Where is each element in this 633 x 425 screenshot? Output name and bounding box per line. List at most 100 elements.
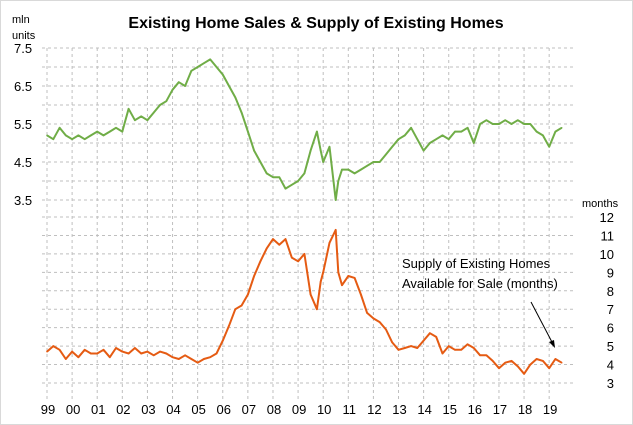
supply-data-point <box>535 358 538 360</box>
supply-data-point <box>466 343 469 346</box>
sales-data-point <box>385 153 387 156</box>
supply-data-point <box>517 365 519 368</box>
supply-data-point <box>337 271 340 274</box>
supply-data-point <box>360 293 362 296</box>
right-axis-tick-label: 3 <box>607 376 614 391</box>
x-axis-tick-label: 99 <box>41 402 55 417</box>
annotation-arrow-line <box>530 301 554 345</box>
supply-data-point <box>140 352 142 355</box>
sales-data-point <box>397 138 400 140</box>
sales-data-point <box>353 172 356 175</box>
supply-data-point <box>372 317 375 320</box>
supply-data-point <box>234 308 237 311</box>
sales-data-point <box>391 146 394 148</box>
sales-data-point <box>316 130 318 133</box>
supply-data-point <box>190 358 193 360</box>
supply-data-point <box>319 280 322 283</box>
x-axis-tick-label: 16 <box>468 402 482 417</box>
chart-title: Existing Home Sales & Supply of Existing… <box>128 15 503 32</box>
supply-data-point <box>309 293 312 296</box>
x-axis-tick-label: 04 <box>166 402 180 417</box>
supply-data-point <box>102 349 105 351</box>
supply-data-point <box>90 352 92 355</box>
supply-data-point <box>178 358 180 360</box>
x-axis-tick-label: 19 <box>543 402 557 417</box>
sales-data-point <box>265 172 268 175</box>
supply-data-point <box>77 356 80 359</box>
sales-data-point <box>71 138 73 140</box>
supply-data-point <box>127 352 130 355</box>
supply-data-point <box>542 360 544 362</box>
axis-ticks: 7.5 6.5 5.5 4.5 3.5 12 11 10 9 8 7 6 5 4 3 99 00 01 02 03 04… <box>14 41 614 417</box>
supply-data-point <box>303 253 306 255</box>
supply-data-point <box>278 243 281 246</box>
supply-data-point <box>454 349 456 351</box>
annotation-line2: Available for Sale (months) <box>402 276 558 291</box>
sales-data-point <box>529 123 532 125</box>
sales-data-point <box>259 161 262 163</box>
sales-data-point <box>498 123 500 125</box>
supply-data-point <box>554 358 557 360</box>
x-axis-tick-label: 12 <box>367 402 381 417</box>
sales-data-point <box>303 172 306 175</box>
left-axis-tick-label: 3.5 <box>14 193 32 208</box>
sales-data-point <box>473 142 475 144</box>
sales-data-point <box>347 168 350 171</box>
x-axis-tick-label: 05 <box>191 402 205 417</box>
supply-data-point <box>435 336 438 338</box>
annotation-arrow-head <box>549 340 555 348</box>
sales-data-point <box>272 176 274 178</box>
right-axis-tick-label: 11 <box>601 228 615 243</box>
sales-data-point <box>485 119 488 121</box>
supply-data-point <box>209 356 211 359</box>
supply-data-point <box>391 341 394 344</box>
sales-data-point <box>542 134 544 137</box>
supply-data-point <box>184 354 186 357</box>
x-axis-tick-label: 15 <box>443 402 457 417</box>
x-axis-tick-label: 01 <box>91 402 105 417</box>
left-axis-unit-line1: mln <box>12 14 30 26</box>
supply-data-point <box>152 354 155 357</box>
supply-data-point <box>328 242 331 244</box>
right-axis-tick-label: 4 <box>607 358 614 373</box>
sales-data-point <box>422 149 425 152</box>
supply-data-point <box>460 349 463 351</box>
supply-data-point <box>58 349 61 351</box>
sales-data-point <box>65 134 67 137</box>
x-axis-tick-label: 18 <box>518 402 532 417</box>
sales-data-point <box>215 66 218 68</box>
sales-data-point <box>337 180 340 182</box>
supply-data-point <box>385 328 387 331</box>
sales-data-point <box>460 130 463 133</box>
supply-data-point <box>71 350 73 353</box>
sales-data-point <box>429 142 431 144</box>
supply-data-point <box>498 367 500 370</box>
sales-data-point <box>454 130 456 133</box>
right-axis-unit: months <box>582 198 619 210</box>
left-axis-tick-label: 7.5 <box>14 41 32 56</box>
sales-data-point <box>309 149 312 152</box>
right-axis-tick-label: 9 <box>607 265 614 280</box>
sales-data-point <box>77 134 80 137</box>
supply-data-point <box>447 345 450 347</box>
supply-data-point <box>284 238 287 240</box>
supply-data-point <box>429 332 431 335</box>
right-axis-tick-label: 12 <box>600 210 614 225</box>
sales-data-point <box>115 127 117 129</box>
sales-data-point <box>178 81 180 83</box>
sales-data-point <box>127 108 130 110</box>
sales-data-point <box>190 70 193 72</box>
annotation-line1: Supply of Existing Homes <box>402 256 551 271</box>
supply-data-point <box>316 308 318 311</box>
x-axis-tick-label: 11 <box>343 402 357 417</box>
supply-data-point <box>46 350 48 353</box>
supply-data-point <box>115 347 117 349</box>
x-axis-tick-label: 03 <box>141 402 155 417</box>
supply-data-point <box>96 352 98 355</box>
supply-data-point <box>397 349 400 351</box>
supply-data-point <box>485 354 488 357</box>
left-axis-unit-line2: units <box>12 30 36 42</box>
sales-data-point <box>334 199 337 201</box>
sales-data-point <box>319 149 322 152</box>
